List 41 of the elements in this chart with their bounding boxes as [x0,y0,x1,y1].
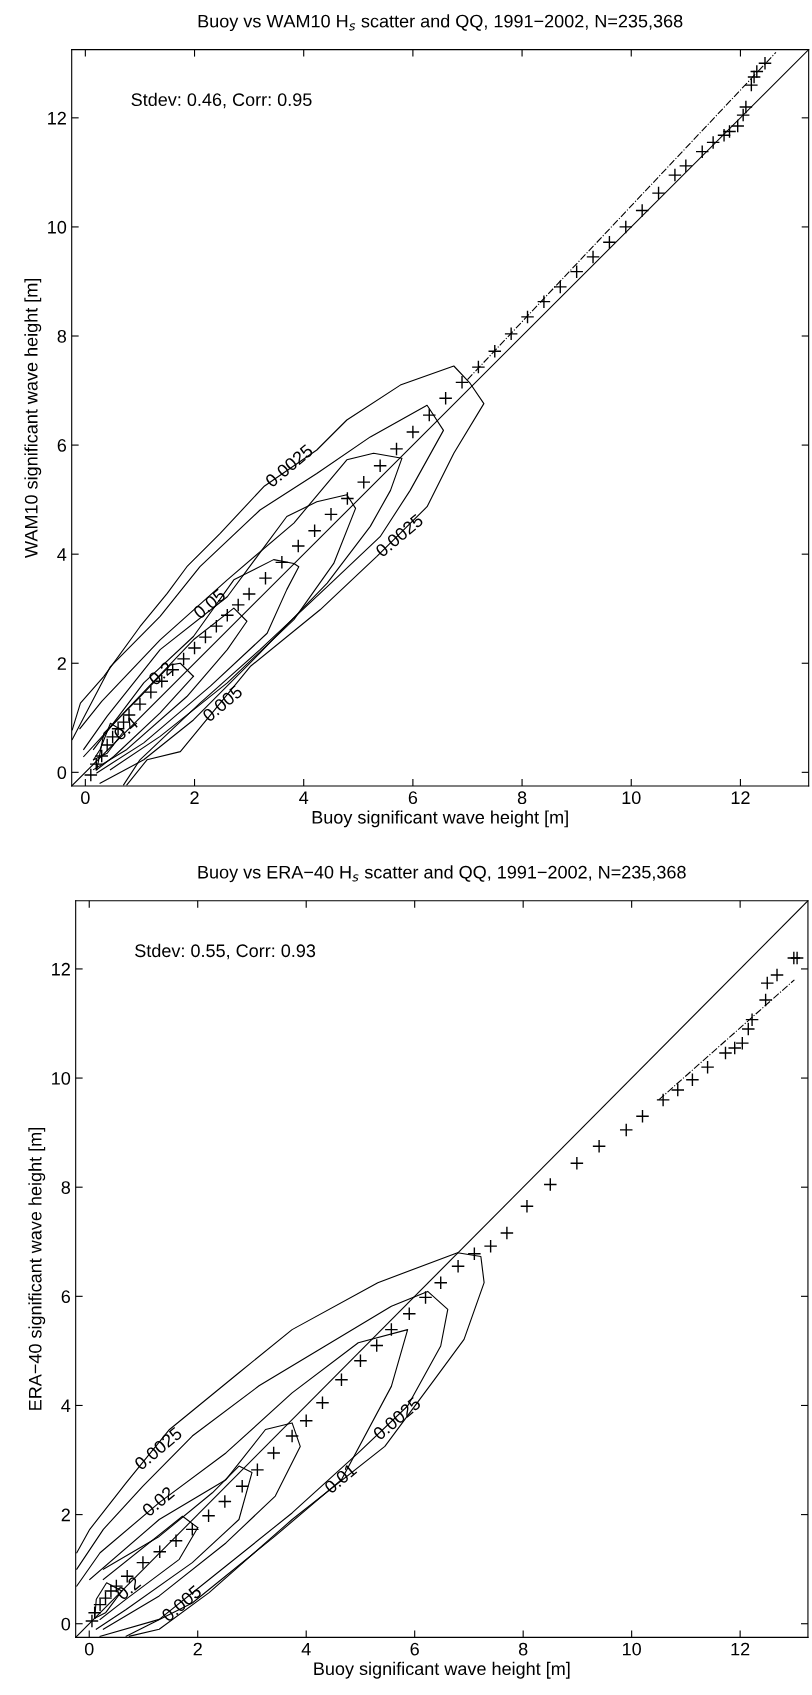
y-tick-label: 0 [57,766,67,780]
annotation: Stdev: 0.55, Corr: 0.93 [135,943,316,960]
y-tick-label: 4 [57,548,67,561]
y-tick-label: 8 [57,329,67,343]
annotation: Stdev: 0.46, Corr: 0.95 [131,92,312,109]
x-tick-label: 2 [190,791,199,804]
x-tick-label: 12 [731,791,750,804]
y-axis-title: ERA−40 significant wave height [m] [28,1128,46,1410]
x-axis-title: Buoy significant wave height [m] [312,810,568,828]
x-tick-label: 10 [622,1642,641,1656]
annotation: 0.01 [323,1462,358,1495]
annotation: 0.2 [115,1575,142,1601]
y-tick-label: 6 [57,439,67,452]
y-tick-label: 6 [61,1290,71,1304]
y-tick-label: 10 [48,220,67,234]
x-tick-label: 0 [81,791,90,805]
x-axis-title: Buoy significant wave height [m] [314,1661,570,1679]
x-tick-label: 2 [193,1642,202,1656]
y-tick-label: 4 [61,1399,71,1412]
annotation: 0.02 [141,1485,176,1518]
y-tick-label: 8 [61,1181,71,1194]
chart-title: Buoy vs ERA−40 H$_{s}$ scatter and QQ, 1991−2002, N=235,368 [198,865,686,883]
x-tick-label: 4 [299,791,309,804]
y-tick-label: 12 [48,111,66,125]
x-tick-label: 12 [731,1642,750,1656]
x-tick-label: 6 [410,1642,419,1656]
x-tick-label: 4 [301,1642,311,1656]
annotation: 0.05 [192,588,227,620]
y-tick-label: 0 [61,1617,71,1631]
x-tick-label: 10 [622,791,641,805]
x-tick-label: 0 [84,1642,94,1656]
x-tick-label: 8 [517,791,527,805]
y-tick-label: 12 [52,962,70,976]
y-tick-label: 2 [57,657,66,670]
x-tick-label: 6 [408,791,418,805]
annotation: 0.2 [147,661,174,687]
y-tick-label: 2 [61,1508,70,1522]
chart-title: Buoy vs WAM10 H$_{s}$ scatter and QQ, 1991−2002, N=235,368 [198,14,683,32]
x-tick-label: 8 [518,1642,528,1656]
y-axis-title: WAM10 significant wave height [m] [24,278,42,558]
y-tick-label: 10 [52,1072,71,1085]
